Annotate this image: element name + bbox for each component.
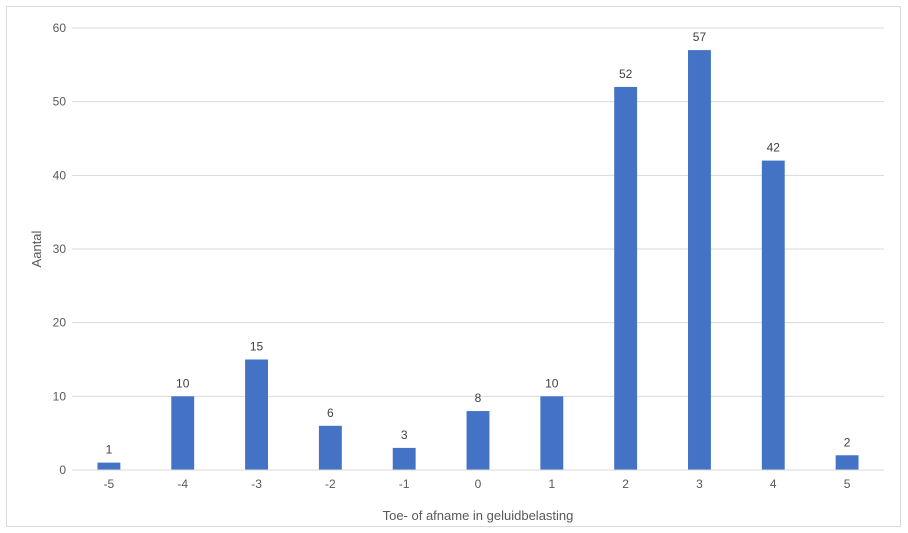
gridlines bbox=[72, 27, 884, 397]
bar bbox=[761, 160, 785, 470]
x-tick-label: -1 bbox=[399, 477, 410, 491]
y-axis-tick-labels: 0 10 20 30 40 50 60 bbox=[53, 21, 67, 477]
x-tick-label: 0 bbox=[475, 477, 482, 491]
data-label: 3 bbox=[401, 428, 408, 442]
data-label: 57 bbox=[693, 30, 707, 44]
data-label: 52 bbox=[619, 67, 633, 81]
x-tick-label: 4 bbox=[770, 477, 777, 491]
data-label: 1 bbox=[106, 443, 113, 457]
y-tick-label: 40 bbox=[53, 168, 67, 182]
x-tick-label: -5 bbox=[104, 477, 115, 491]
y-tick-label: 20 bbox=[53, 316, 67, 330]
data-label: 2 bbox=[844, 435, 851, 449]
chart-frame bbox=[6, 6, 901, 527]
bars bbox=[97, 50, 859, 470]
data-label: 42 bbox=[767, 141, 781, 155]
x-axis-tick-labels: -5 -4 -3 -2 -1 0 1 2 3 4 5 bbox=[104, 477, 851, 491]
y-tick-label: 50 bbox=[53, 95, 67, 109]
data-label: 10 bbox=[545, 376, 559, 390]
bar bbox=[97, 462, 121, 470]
data-labels: 1 10 15 6 3 8 10 52 57 42 2 bbox=[106, 30, 851, 457]
bar bbox=[540, 396, 564, 470]
x-tick-label: -2 bbox=[325, 477, 336, 491]
x-tick-label: 2 bbox=[622, 477, 629, 491]
bar bbox=[466, 411, 490, 470]
x-tick-label: 3 bbox=[696, 477, 703, 491]
bar bbox=[318, 425, 342, 470]
data-label: 15 bbox=[250, 340, 264, 354]
bar bbox=[688, 50, 711, 470]
bar bbox=[392, 447, 416, 470]
data-label: 10 bbox=[176, 376, 190, 390]
data-label: 8 bbox=[475, 391, 482, 405]
x-tick-label: -4 bbox=[177, 477, 188, 491]
y-tick-label: 0 bbox=[59, 463, 66, 477]
bar bbox=[835, 455, 859, 470]
data-label: 6 bbox=[327, 406, 334, 420]
x-tick-label: 1 bbox=[548, 477, 555, 491]
x-axis-title: Toe- of afname in geluidbelasting bbox=[383, 508, 574, 523]
bar bbox=[245, 359, 268, 470]
bar bbox=[614, 86, 638, 470]
y-axis-title: Aantal bbox=[29, 230, 44, 267]
x-tick-label: 5 bbox=[844, 477, 851, 491]
y-tick-label: 10 bbox=[53, 389, 67, 403]
y-tick-label: 30 bbox=[53, 242, 67, 256]
x-tick-label: -3 bbox=[251, 477, 262, 491]
bar bbox=[171, 396, 195, 470]
y-tick-label: 60 bbox=[53, 21, 67, 35]
